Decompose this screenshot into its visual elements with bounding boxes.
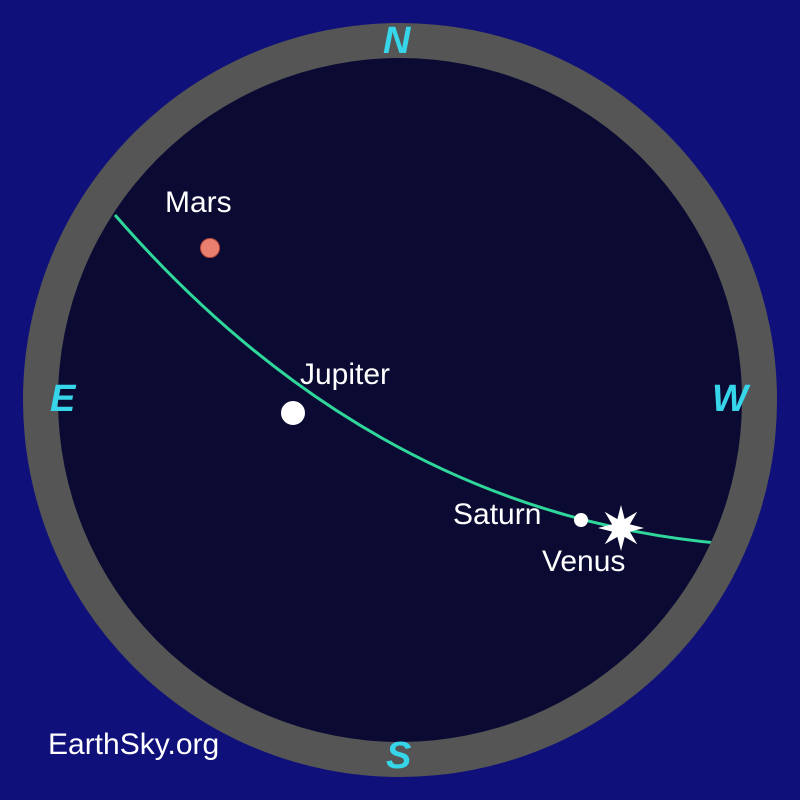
cardinal-w: W	[712, 378, 749, 421]
cardinal-n: N	[383, 20, 411, 63]
mars-dot	[200, 238, 220, 258]
jupiter-dot	[281, 401, 305, 425]
cardinal-e: E	[50, 378, 76, 421]
saturn-dot	[574, 513, 588, 527]
dome-inner-sky	[58, 58, 742, 742]
mars-label: Mars	[165, 186, 232, 220]
saturn-label: Saturn	[453, 498, 541, 532]
sky-dome	[0, 0, 800, 800]
cardinal-s: S	[386, 735, 412, 778]
venus-label: Venus	[542, 545, 625, 579]
attribution-text: EarthSky.org	[48, 728, 219, 762]
jupiter-label: Jupiter	[300, 358, 390, 392]
